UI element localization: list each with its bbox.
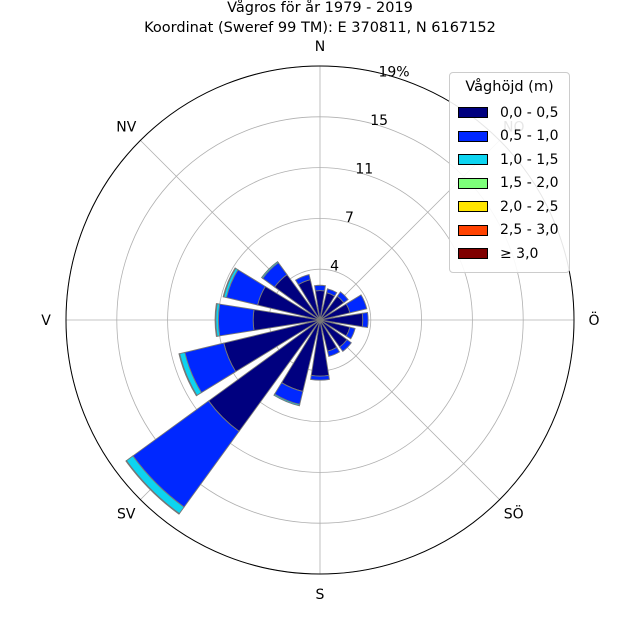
bar-segment-N-2: [314, 284, 326, 292]
bar-segment-SSV-3: [273, 393, 301, 407]
bar-segment-VNV-4: [222, 267, 237, 298]
legend-label: 1,0 - 1,5: [500, 151, 559, 168]
legend-swatch: [458, 201, 488, 213]
compass-label: S: [316, 587, 325, 603]
legend-swatch: [458, 248, 488, 260]
legend-swatch: [458, 107, 488, 119]
bar-segment-NO-2: [336, 291, 349, 304]
bar-segment-NNO-2: [326, 288, 338, 297]
bar-segment-SO-2: [339, 339, 352, 352]
radial-tick-label: 7: [345, 210, 354, 226]
bar-segment-NV-3: [260, 260, 279, 279]
legend-label: 2,0 - 2,5: [500, 198, 559, 215]
legend-swatch: [458, 177, 488, 189]
legend-item: 1,0 - 1,5: [450, 148, 569, 172]
radial-tick-label: 19%: [378, 64, 409, 80]
bar-segment-ONO-2: [345, 294, 368, 314]
radial-tick-label: 11: [355, 162, 373, 178]
compass-label: NV: [116, 119, 136, 135]
legend-item: 2,5 - 3,0: [450, 219, 569, 243]
compass-label: SV: [117, 507, 136, 523]
legend-items: 0,0 - 0,5 0,5 - 1,0 1,0 - 1,5 1,5 - 2,0 2,0 …: [450, 101, 569, 266]
compass-label: SÖ: [504, 505, 524, 523]
legend-item: 0,0 - 0,5: [450, 101, 569, 125]
bar-segment-V-4: [214, 303, 218, 337]
legend-swatch: [458, 224, 488, 236]
compass-label: V: [41, 313, 51, 329]
compass-label: Ö: [588, 311, 599, 329]
legend-label: 1,5 - 2,0: [500, 175, 559, 192]
wave-rose-bars: [125, 260, 369, 515]
legend-swatch: [458, 130, 488, 142]
bar-segment-VSV-4: [178, 353, 198, 397]
radial-tick-label: 4: [330, 259, 339, 275]
bar-segment-S-2: [310, 374, 330, 381]
legend: Våghöjd (m) 0,0 - 0,5 0,5 - 1,0 1,0 - 1,5 1…: [449, 72, 570, 273]
chart-title-line-2: Koordinat (Sweref 99 TM): E 370811, N 61…: [144, 20, 496, 36]
legend-label: 0,5 - 1,0: [500, 128, 559, 145]
legend-label: 0,0 - 0,5: [500, 104, 559, 121]
legend-label: 2,5 - 3,0: [500, 222, 559, 239]
bar-segment-SSO-2: [326, 346, 341, 357]
bar-segment-NNV-2: [294, 273, 311, 286]
legend-item: 1,5 - 2,0: [450, 172, 569, 196]
polar-frame: [65, 65, 575, 575]
radial-tick-label: 15: [370, 113, 388, 129]
compass-label: N: [315, 39, 325, 55]
bar-segment-OSO-2: [345, 326, 356, 340]
chart-title-line-1: Vågros för år 1979 - 2019: [227, 0, 413, 16]
bar-segment-Ö-2: [361, 311, 369, 329]
legend-title: Våghöjd (m): [465, 79, 554, 95]
legend-item: 0,5 - 1,0: [450, 125, 569, 149]
grid-spoke: [319, 319, 500, 500]
bar-segment-SV-4: [125, 460, 180, 515]
legend-label: ≥ 3,0: [500, 245, 539, 262]
legend-swatch: [458, 154, 488, 166]
bar-segment-V-2: [217, 303, 255, 337]
legend-item: ≥ 3,0: [450, 242, 569, 266]
legend-item: 2,0 - 2,5: [450, 195, 569, 219]
